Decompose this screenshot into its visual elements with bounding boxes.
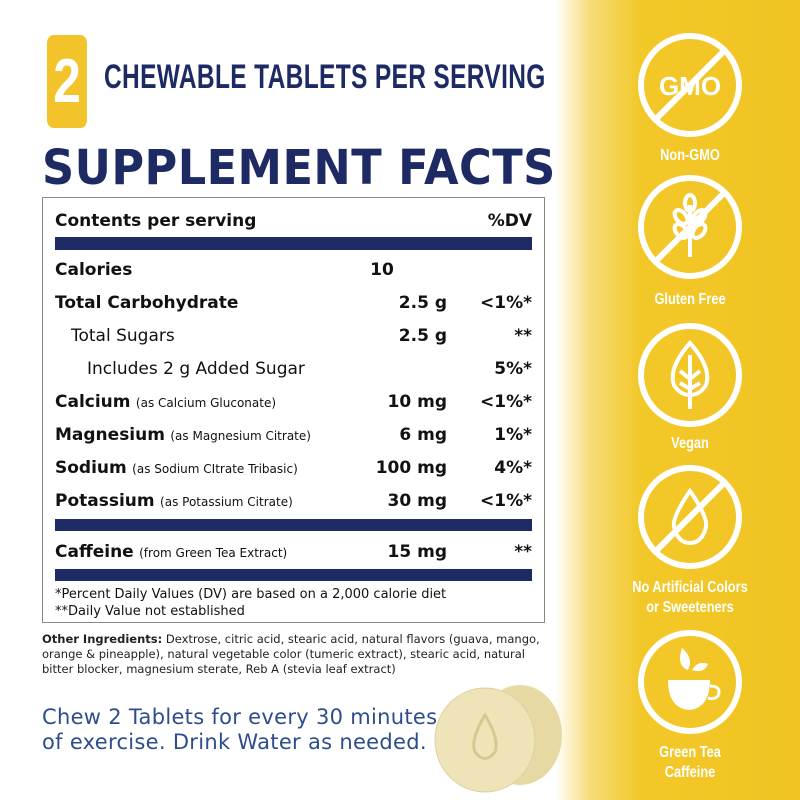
row-dv: <1%*	[480, 293, 532, 313]
row-amount: 10	[370, 260, 394, 280]
row-amount: 6 mg	[399, 425, 447, 445]
row-name: Includes 2 g Added Sugar	[87, 359, 305, 379]
directions-line: Chew 2 Tablets for every 30 minutes	[42, 705, 438, 729]
row-dv: 5%*	[494, 359, 532, 379]
ingredients-text: Dextrose, citric acid, stearic acid, nat…	[42, 632, 540, 676]
header-dv: %DV	[487, 211, 532, 231]
leaf-icon	[638, 323, 742, 427]
row-name: Calcium	[55, 392, 131, 412]
table-row: Magnesium (as Magnesium Citrate) 6 mg 1%*	[55, 420, 532, 450]
row-amount: 2.5 g	[398, 326, 447, 346]
badge-label: Gluten Free	[654, 291, 726, 308]
row-note: (from Green Tea Extract)	[139, 546, 288, 560]
serving-subtitle: CHEWABLE TABLETS PER SERVING	[104, 58, 546, 96]
table-row: Total Sugars 2.5 g **	[55, 321, 532, 351]
tablets-image	[434, 685, 562, 793]
badge-label: No Artificial Colors	[632, 579, 748, 596]
row-amount: 100 mg	[375, 458, 447, 478]
ingredients-label: Other Ingredients:	[42, 632, 163, 646]
row-name: Potassium	[55, 491, 155, 511]
drop-crossed-icon	[638, 465, 742, 569]
table-row: Caffeine (from Green Tea Extract) 15 mg **	[55, 537, 532, 567]
serving-count-badge: 2	[47, 35, 87, 128]
row-name: Sodium	[55, 458, 127, 478]
badge-label: Caffeine	[664, 764, 716, 781]
row-dv: **	[514, 542, 532, 562]
row-name: Total Sugars	[71, 326, 175, 346]
row-amount: 2.5 g	[398, 293, 447, 313]
table-row: Calcium (as Calcium Gluconate) 10 mg <1%*	[55, 387, 532, 417]
page-title: SUPPLEMENT FACTS	[42, 140, 556, 196]
divider-bar	[55, 519, 532, 531]
gmo-crossed-icon: GMO	[638, 33, 742, 137]
badge-label: Vegan	[671, 435, 709, 452]
footnote: *Percent Daily Values (DV) are based on …	[55, 587, 447, 602]
row-dv: **	[514, 326, 532, 346]
table-row: Includes 2 g Added Sugar 5%*	[55, 354, 532, 384]
row-name: Caffeine	[55, 542, 134, 562]
row-dv: <1%*	[480, 491, 532, 511]
table-header: Contents per serving %DV	[55, 206, 532, 236]
footnote: **Daily Value not established	[55, 604, 245, 619]
table-row: Total Carbohydrate 2.5 g <1%*	[55, 288, 532, 318]
table-row: Calories 10	[55, 255, 532, 285]
divider-bar	[55, 569, 532, 581]
row-note: (as Sodium CItrate Tribasic)	[132, 462, 298, 476]
tea-cup-icon	[638, 630, 742, 734]
row-note: (as Potassium Citrate)	[160, 495, 293, 509]
row-dv: <1%*	[480, 392, 532, 412]
header-name: Contents per serving	[55, 211, 257, 231]
row-name: Total Carbohydrate	[55, 293, 239, 313]
directions-line: of exercise. Drink Water as needed.	[42, 730, 427, 754]
row-note: (as Magnesium Citrate)	[170, 429, 311, 443]
table-row: Potassium (as Potassium Citrate) 30 mg <1%…	[55, 486, 532, 516]
row-name: Calories	[55, 260, 133, 280]
divider-bar	[55, 237, 532, 250]
supplement-facts-table: Contents per serving %DV Calories 10 Total…	[42, 197, 545, 623]
table-row: Sodium (as Sodium CItrate Tribasic) 100 m…	[55, 453, 532, 483]
row-note: (as Calcium Gluconate)	[135, 396, 277, 410]
row-dv: 1%*	[494, 425, 532, 445]
row-amount: 15 mg	[387, 542, 447, 562]
directions: Chew 2 Tablets for every 30 minutes of ex…	[42, 705, 437, 755]
row-name: Magnesium	[55, 425, 165, 445]
row-amount: 30 mg	[387, 491, 447, 511]
other-ingredients: Other Ingredients: Dextrose, citric acid…	[42, 632, 542, 677]
row-amount: 10 mg	[387, 392, 447, 412]
row-dv: 4%*	[494, 458, 532, 478]
badge-label: or Sweeteners	[646, 599, 734, 616]
badge-label: Green Tea	[659, 744, 721, 761]
badge-label: Non-GMO	[660, 147, 720, 164]
wheat-crossed-icon	[638, 175, 742, 279]
